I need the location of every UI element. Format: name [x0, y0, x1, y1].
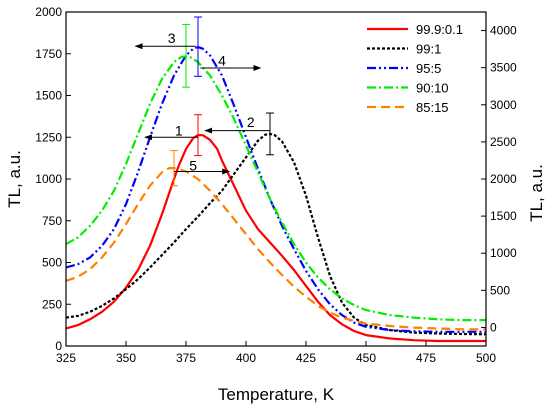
- x-tick-label: 425: [296, 351, 316, 365]
- y2-tick-label: 2000: [490, 172, 517, 186]
- x-tick-label: 325: [56, 351, 76, 365]
- series-line-3: [66, 45, 486, 333]
- annotation-label: 1: [175, 123, 183, 139]
- y2-tick-label: 3000: [490, 98, 517, 112]
- x-tick-label: 375: [176, 351, 196, 365]
- legend-label-4: 90:10: [416, 81, 449, 96]
- y2-tick-label: 500: [490, 283, 510, 297]
- x-tick-label: 400: [236, 351, 256, 365]
- annotation-label: 3: [168, 30, 176, 46]
- x-tick-label: 500: [476, 351, 496, 365]
- y-tick-label: 250: [42, 297, 62, 311]
- y-axis-title: TL, a.u.: [5, 150, 24, 208]
- series-line-2: [66, 132, 486, 336]
- y-tick-label: 500: [42, 256, 62, 270]
- legend-label-5: 85:15: [416, 100, 449, 115]
- y2-tick-label: 1500: [490, 209, 517, 223]
- error-bar: [170, 150, 178, 187]
- y2-tick-label: 1000: [490, 246, 517, 260]
- annotation-label: 4: [218, 52, 226, 68]
- legend-label-2: 99:1: [416, 42, 441, 57]
- y2-tick-label: 3500: [490, 61, 517, 75]
- error-bar: [194, 16, 202, 77]
- x-tick-label: 475: [416, 351, 436, 365]
- series-line-1: [66, 134, 486, 343]
- y2-tick-label: 4000: [490, 24, 517, 38]
- y-tick-label: 1250: [35, 130, 62, 144]
- annotation-label: 2: [247, 114, 255, 130]
- y-tick-label: 2000: [35, 5, 62, 19]
- error-bar: [182, 24, 190, 88]
- y-tick-label: 1500: [35, 89, 62, 103]
- legend-label-1: 99.9:0.1: [416, 22, 463, 37]
- y2-tick-label: 2500: [490, 135, 517, 149]
- error-bar: [266, 112, 274, 156]
- y2-tick-label: 0: [490, 320, 497, 334]
- series-line-5: [66, 167, 486, 331]
- y-tick-label: 0: [55, 339, 62, 353]
- error-bar: [194, 114, 202, 157]
- x-tick-label: 450: [356, 351, 376, 365]
- x-axis-title: Temperature, K: [218, 385, 335, 404]
- x-tick-label: 350: [116, 351, 136, 365]
- annotation-label: 5: [189, 158, 197, 174]
- legend-label-3: 95:5: [416, 61, 441, 76]
- y-tick-label: 1000: [35, 172, 62, 186]
- y-tick-label: 1750: [35, 47, 62, 61]
- series-line-4: [66, 55, 486, 322]
- y-tick-label: 750: [42, 214, 62, 228]
- y2-axis-title: TL, a.u.: [527, 164, 546, 222]
